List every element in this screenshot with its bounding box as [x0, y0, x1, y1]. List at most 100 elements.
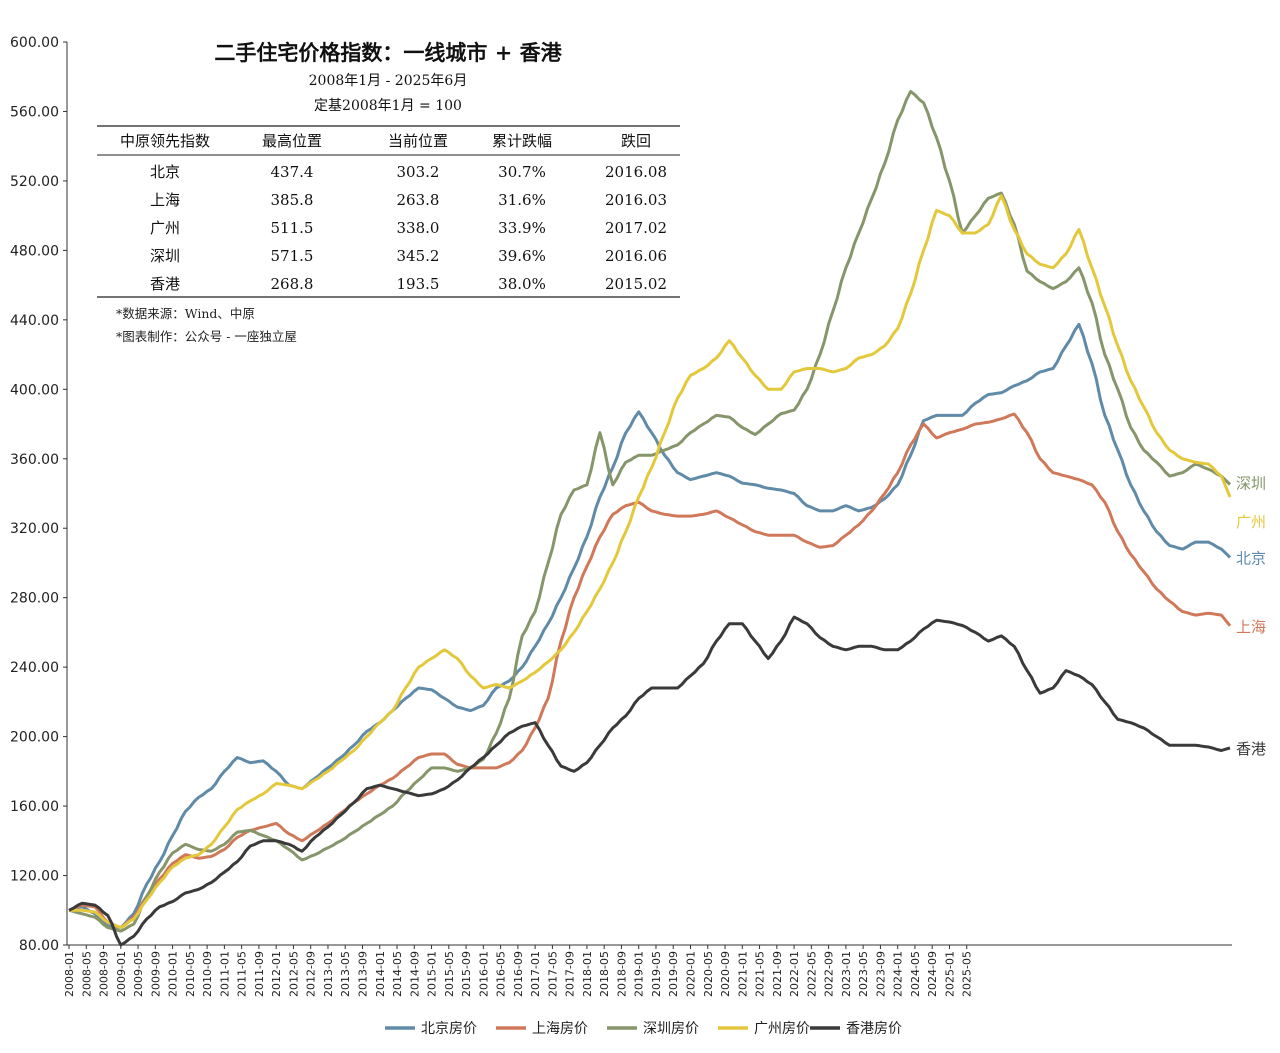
series-line-shanghai — [68, 412, 1232, 930]
x-tick-labels: 2008-01 2008-05 2008-09 2009-01 2009-05 2009-… — [63, 945, 974, 997]
y-tick-label: 320.00 — [10, 521, 59, 537]
x-tick-label: 2022-09 — [823, 951, 836, 997]
table-cell: 2016.06 — [605, 247, 667, 265]
x-tick-label: 2012-05 — [287, 951, 300, 997]
x-tick-label: 2015-05 — [443, 951, 456, 997]
x-tick-label: 2020-05 — [702, 951, 715, 997]
table-cell: 北京 — [150, 163, 180, 181]
table-cell: 33.9% — [498, 219, 546, 237]
x-tick-label: 2013-05 — [339, 951, 352, 997]
x-tick-label: 2008-01 — [63, 951, 76, 997]
x-tick-label: 2008-05 — [80, 951, 93, 997]
table-cell: 31.6% — [498, 191, 546, 209]
table-cell: 30.7% — [498, 163, 546, 181]
table-cell: 38.0% — [498, 275, 546, 293]
table-header-cell: 最高位置 — [262, 132, 322, 150]
x-tick-label: 2015-09 — [460, 951, 473, 997]
x-tick-label: 2022-05 — [805, 951, 818, 997]
x-tick-label: 2021-09 — [771, 951, 784, 997]
source-note: *数据来源：Wind、中原 — [116, 306, 255, 321]
y-tick-label: 440.00 — [10, 313, 59, 329]
y-tick-label: 400.00 — [10, 382, 59, 398]
table-header-cell: 累计跌幅 — [492, 132, 552, 150]
x-tick-label: 2025-01 — [943, 951, 956, 997]
y-tick-label: 200.00 — [10, 730, 59, 746]
table-cell: 511.5 — [271, 219, 314, 237]
table-cell: 268.8 — [271, 275, 314, 293]
legend: 北京房价 上海房价 深圳房价 广州房价 香港房价 — [385, 1021, 902, 1037]
x-tick-label: 2014-05 — [391, 951, 404, 997]
x-tick-label: 2010-01 — [167, 951, 180, 997]
x-tick-label: 2021-05 — [754, 951, 767, 997]
author-note: *图表制作：公众号 - 一座独立屋 — [116, 329, 297, 344]
legend-label-hongkong: 香港房价 — [846, 1021, 902, 1037]
y-tick-label: 280.00 — [10, 591, 59, 607]
x-tick-label: 2019-09 — [667, 951, 680, 997]
x-tick-label: 2019-01 — [633, 951, 646, 997]
series-end-label-beijing: 北京 — [1236, 549, 1266, 567]
table-cell: 2015.02 — [605, 275, 667, 293]
table-cell: 303.2 — [397, 163, 440, 181]
x-tick-label: 2018-05 — [598, 951, 611, 997]
chart-title: 二手住宅价格指数：一线城市 + 香港 — [214, 40, 562, 65]
x-tick-label: 2014-09 — [408, 951, 421, 997]
series-lines — [68, 90, 1232, 947]
x-tick-label: 2020-09 — [719, 951, 732, 997]
x-tick-label: 2020-01 — [685, 951, 698, 997]
y-tick-label: 520.00 — [10, 174, 59, 190]
x-tick-label: 2024-09 — [926, 951, 939, 997]
x-tick-label: 2024-01 — [892, 951, 905, 997]
series-end-label-hongkong: 香港 — [1236, 740, 1266, 758]
x-tick-label: 2012-01 — [270, 951, 283, 997]
y-tick-label: 120.00 — [10, 869, 59, 885]
x-tick-label: 2009-09 — [149, 951, 162, 997]
x-tick-label: 2025-05 — [961, 951, 974, 997]
table-cell: 香港 — [150, 275, 180, 293]
x-tick-label: 2013-09 — [356, 951, 369, 997]
x-tick-label: 2018-09 — [615, 951, 628, 997]
x-tick-label: 2023-05 — [857, 951, 870, 997]
series-line-guangzhou — [69, 194, 1232, 930]
table-header-cell: 当前位置 — [388, 132, 448, 150]
x-tick-label: 2008-09 — [98, 951, 111, 997]
info-box: 二手住宅价格指数：一线城市 + 香港 2008年1月 - 2025年6月 定基2… — [97, 40, 680, 344]
table-cell: 338.0 — [397, 219, 440, 237]
table-cell: 39.6% — [498, 247, 546, 265]
table-cell: 上海 — [150, 191, 180, 209]
x-tick-label: 2015-01 — [426, 951, 439, 997]
x-tick-label: 2010-05 — [184, 951, 197, 997]
y-tick-labels: 600.00 560.00 520.00 480.00 440.00 400.00 360.… — [10, 35, 67, 954]
table-cell: 263.8 — [397, 191, 440, 209]
legend-label-beijing: 北京房价 — [421, 1021, 477, 1037]
x-tick-label: 2011-05 — [236, 951, 249, 997]
series-end-label-shenzhen: 深圳 — [1236, 474, 1266, 492]
x-tick-label: 2017-01 — [529, 951, 542, 997]
axes — [66, 42, 1232, 946]
x-tick-label: 2017-05 — [546, 951, 559, 997]
y-tick-label: 240.00 — [10, 660, 59, 676]
y-tick-label: 480.00 — [10, 243, 59, 259]
table-cell: 385.8 — [271, 191, 314, 209]
x-tick-label: 2018-01 — [581, 951, 594, 997]
table-header-cell: 跌回 — [621, 132, 651, 150]
series-line-hongkong — [68, 615, 1231, 947]
x-tick-label: 2012-09 — [305, 951, 318, 997]
x-tick-label: 2024-05 — [909, 951, 922, 997]
base-note: 定基2008年1月 = 100 — [314, 97, 462, 114]
table-cell: 2017.02 — [605, 219, 667, 237]
x-tick-label: 2016-01 — [477, 951, 490, 997]
chart-subtitle: 2008年1月 - 2025年6月 — [309, 73, 468, 89]
table-cell: 2016.08 — [605, 163, 667, 181]
x-tick-label: 2022-01 — [788, 951, 801, 997]
x-tick-label: 2014-01 — [374, 951, 387, 997]
table-cell: 193.5 — [397, 275, 440, 293]
table-cell: 2016.03 — [605, 191, 667, 209]
x-tick-label: 2009-05 — [132, 951, 145, 997]
table-header-cell: 中原领先指数 — [120, 132, 210, 150]
x-tick-label: 2011-01 — [218, 951, 231, 997]
y-tick-label: 80.00 — [19, 938, 59, 954]
x-tick-label: 2021-01 — [736, 951, 749, 997]
y-tick-label: 360.00 — [10, 452, 59, 468]
